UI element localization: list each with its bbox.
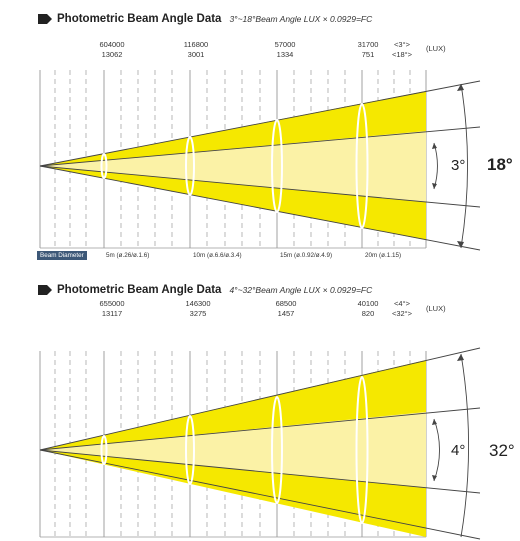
panel-subtitle: 3°~18°Beam Angle LUX × 0.0929=FC — [229, 14, 373, 24]
lux-wide-value: 1334 — [276, 50, 294, 59]
narrow-angle-marker: <3°> — [394, 40, 410, 49]
angle-markers: <4°> <32°> — [382, 299, 422, 319]
lux-column-3: 68500 1457 — [266, 299, 306, 319]
lux-wide-value: 820 — [361, 309, 375, 318]
wide-angle-marker: <32°> — [391, 309, 413, 318]
lux-wide-value: 3275 — [189, 309, 207, 318]
beam-edge-lines — [39, 347, 481, 540]
inner-angle-label: 4° — [451, 442, 466, 459]
lux-wide-value: 3001 — [187, 50, 205, 59]
lux-wide-value: 13062 — [101, 50, 123, 59]
beam-cross-sections — [100, 103, 369, 229]
angle-markers: <3°> <18°> — [382, 40, 422, 60]
narrow-beam — [40, 131, 426, 202]
lux-narrow-value: 116800 — [183, 40, 209, 49]
beam-angle-panel-32: Photometric Beam Angle Data 4°~32°Beam A… — [0, 271, 520, 541]
lux-column-1: 655000 13117 — [92, 299, 132, 319]
lux-column-2: 146300 3275 — [178, 299, 218, 319]
lux-wide-value: 1457 — [277, 309, 295, 318]
panel-title: Photometric Beam Angle Data — [57, 13, 222, 25]
outer-angle-arc — [460, 353, 469, 538]
narrow-beam — [40, 412, 426, 488]
folder-tab-icon — [38, 285, 52, 295]
inner-angle-arc — [433, 418, 440, 482]
lux-column-1: 604000 13062 — [92, 40, 132, 60]
lux-column-4: 40100 820 — [348, 299, 388, 319]
lux-column-3: 57000 1334 — [265, 40, 305, 60]
arrowhead — [432, 183, 437, 189]
lux-unit-label: (LUX) — [426, 304, 446, 313]
distance-label: 15m (ø.0.92/ø.4.9) — [280, 252, 333, 259]
beam-diagram — [39, 347, 481, 540]
lux-narrow-value: 68500 — [275, 299, 297, 308]
outer-angle-label: 18° — [487, 155, 513, 174]
distance-label: 10m (ø.6.6/ø.3.4) — [193, 252, 242, 259]
arrowhead — [432, 475, 437, 481]
lux-narrow-value: 146300 — [185, 299, 211, 308]
distance-label: 20m (ø.1.15) — [365, 252, 402, 259]
outer-angle-arc — [460, 83, 468, 249]
arrowhead — [457, 354, 464, 361]
lux-narrow-value: 604000 — [99, 40, 125, 49]
lux-column-2: 116800 3001 — [176, 40, 216, 60]
lux-unit-label: (LUX) — [426, 44, 446, 53]
lux-narrow-value: 57000 — [274, 40, 296, 49]
panel-header: Photometric Beam Angle Data 3°~18°Beam A… — [38, 12, 372, 26]
lux-narrow-value: 31700 — [357, 40, 379, 49]
narrow-angle-marker: <4°> — [394, 299, 410, 308]
inner-angle-arc — [433, 142, 438, 190]
arrowhead — [457, 84, 464, 91]
wide-angle-marker: <18°> — [391, 50, 413, 59]
folder-tab-icon — [38, 14, 52, 24]
lux-wide-value: 751 — [361, 50, 375, 59]
panel-subtitle: 4°~32°Beam Angle LUX × 0.0929=FC — [229, 285, 373, 295]
lux-column-4: 31700 751 — [348, 40, 388, 60]
beam-angle-panel-18: Photometric Beam Angle Data 3°~18°Beam A… — [0, 0, 520, 270]
arrowhead — [457, 241, 464, 248]
beam-edge-lines — [39, 80, 481, 251]
inner-angle-label: 3° — [451, 157, 466, 174]
beam-diagram — [39, 70, 481, 251]
beam-diameter-label: Beam Diameter — [37, 251, 87, 260]
beam-cross-sections — [100, 376, 369, 524]
arrowhead — [432, 143, 437, 149]
panel-header: Photometric Beam Angle Data 4°~32°Beam A… — [38, 283, 372, 297]
distance-label: 5m (ø.26/ø.1.6) — [106, 252, 150, 259]
lux-narrow-value: 655000 — [99, 299, 125, 308]
arrowhead — [432, 419, 437, 425]
lux-wide-value: 13117 — [101, 309, 123, 318]
panel-title: Photometric Beam Angle Data — [57, 284, 222, 296]
lux-narrow-value: 40100 — [357, 299, 379, 308]
outer-angle-label: 32° — [489, 441, 515, 460]
